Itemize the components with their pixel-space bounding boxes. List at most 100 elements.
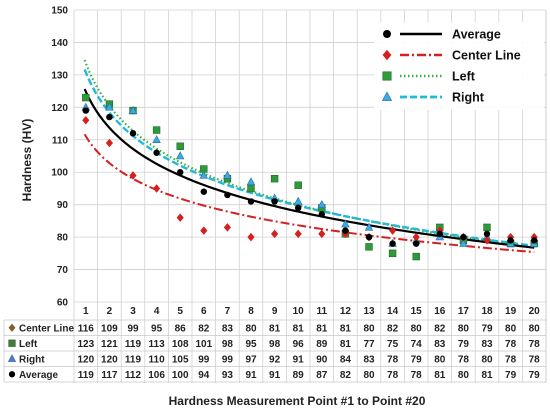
table-cell-left: 123 [77, 339, 94, 350]
point-average [507, 237, 514, 244]
legend-marker-right [381, 91, 393, 101]
table-cell-center-line: 80 [245, 323, 257, 334]
y-tick-label: 100 [51, 168, 68, 179]
y-tick-label: 120 [51, 103, 68, 114]
table-legend-key-average [8, 371, 16, 378]
x-tick-label: 19 [505, 306, 517, 317]
point-average [389, 240, 396, 247]
point-average [200, 188, 208, 195]
table-cell-average: 81 [481, 370, 493, 381]
table-cell-average: 91 [245, 370, 257, 381]
x-tick-label: 5 [177, 306, 183, 317]
legend-label-center-line: Center Line [452, 49, 521, 63]
point-average [153, 149, 160, 156]
point-center-line [223, 223, 231, 232]
table-cell-average: 80 [363, 370, 375, 381]
x-tick-label: 3 [130, 306, 136, 317]
table-cell-center-line: 82 [387, 323, 399, 334]
trend-line-center-line [83, 133, 535, 254]
x-tick-label: 9 [272, 306, 278, 317]
y-axis-label: Hardness (HV) [20, 119, 34, 202]
table-cell-average: 91 [269, 370, 281, 381]
point-right [152, 135, 161, 143]
legend: Average Center Line Left Right [374, 22, 544, 110]
x-tick-label: 20 [529, 306, 541, 317]
y-tick-label: 60 [57, 298, 69, 309]
table-cell-average: 100 [172, 370, 189, 381]
table-cell-left: 83 [481, 339, 493, 350]
point-average [271, 198, 278, 205]
point-right [459, 238, 468, 247]
point-right [199, 170, 209, 179]
point-left [365, 243, 373, 251]
point-left [176, 142, 184, 150]
y-tick-label: 110 [52, 135, 69, 146]
trend-line-right [83, 69, 535, 247]
table-cell-left: 79 [458, 339, 470, 350]
table-cell-right: 90 [316, 354, 328, 365]
table-cell-center-line: 80 [363, 323, 375, 334]
table-legend-key-center-line [8, 323, 16, 332]
table-cell-right: 119 [125, 354, 142, 365]
table-cell-center-line: 82 [434, 323, 446, 334]
point-left [247, 184, 255, 193]
x-tick-label: 10 [293, 306, 305, 317]
x-tick-label: 8 [248, 306, 254, 317]
table-row-label-center-line: Center Line [19, 323, 74, 334]
point-average [460, 233, 467, 241]
x-tick-label: 15 [411, 306, 423, 317]
table-cell-average: 78 [411, 370, 423, 381]
y-tick-label: 70 [57, 265, 69, 276]
point-right [105, 102, 114, 111]
y-tick-label: 90 [57, 200, 69, 211]
trend-line-average [83, 88, 535, 249]
table-cell-center-line: 80 [411, 323, 423, 334]
x-tick-label: 17 [458, 306, 470, 317]
table-cell-left: 95 [245, 339, 257, 350]
point-average [412, 240, 420, 247]
x-tick-label: 4 [154, 306, 160, 317]
point-average [106, 113, 113, 121]
table-cell-right: 79 [411, 354, 423, 365]
table-cell-left: 81 [340, 339, 352, 350]
x-tick-label: 11 [317, 306, 328, 317]
table-cell-right: 99 [222, 354, 234, 365]
y-tick-label: 80 [57, 233, 69, 244]
table-cell-right: 99 [198, 354, 210, 365]
point-center-line [176, 213, 184, 222]
table-cell-left: 74 [411, 339, 423, 350]
table-row-label-left: Left [19, 339, 38, 350]
point-right [341, 219, 350, 228]
table-cell-left: 78 [529, 339, 541, 350]
point-left [294, 181, 302, 189]
x-axis-label: Hardness Measurement Point #1 to Point #… [169, 394, 426, 408]
table-cell-average: 79 [529, 370, 541, 381]
y-tick-label: 130 [51, 70, 68, 81]
legend-marker-average [383, 30, 391, 38]
point-left [412, 252, 420, 261]
table-cell-average: 87 [316, 370, 328, 381]
table-cell-right: 78 [529, 354, 541, 365]
x-tick-label: 2 [107, 306, 113, 317]
point-average [436, 230, 444, 238]
table-legend-key-left [8, 339, 16, 347]
y-axis: 60 70 80 90 100 110 120 130 140 150 [51, 6, 68, 309]
table-cell-average: 119 [78, 370, 95, 381]
point-average [483, 230, 491, 238]
table-cell-center-line: 81 [316, 323, 328, 334]
table-cell-center-line: 80 [505, 323, 517, 334]
point-average [82, 107, 90, 114]
data-points [81, 93, 539, 261]
table-cell-right: 91 [293, 354, 305, 365]
table-cell-right: 110 [149, 354, 166, 365]
x-tick-label: 6 [201, 306, 207, 317]
table-cell-right: 92 [269, 354, 281, 365]
table-cell-center-line: 109 [101, 323, 118, 334]
point-right [175, 151, 185, 160]
legend-marker-center-line [382, 49, 392, 61]
table-cell-center-line: 82 [198, 323, 210, 334]
point-average [247, 198, 255, 205]
table-cell-left: 101 [195, 339, 212, 350]
